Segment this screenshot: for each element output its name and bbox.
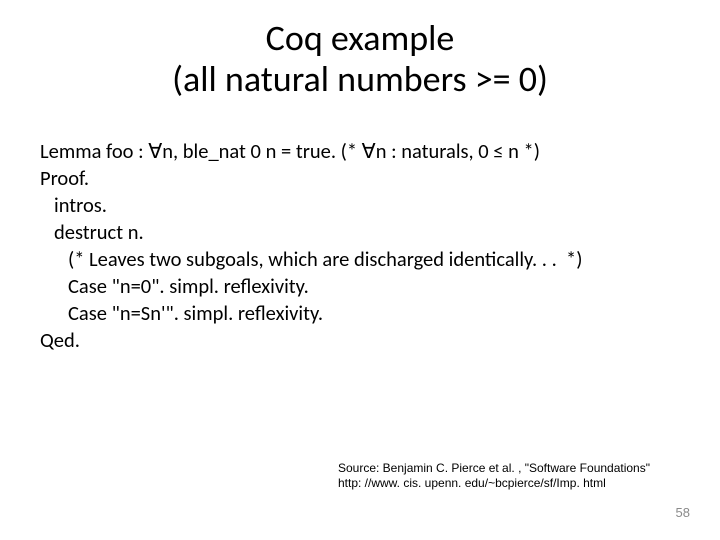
code-line: Lemma foo : ∀n, ble_nat 0 n = true. (* ∀… xyxy=(40,138,680,165)
source-citation: Source: Benjamin C. Pierce et al. , "Sof… xyxy=(338,461,650,492)
slide-title: Coq example (all natural numbers >= 0) xyxy=(0,0,720,101)
code-line: intros. xyxy=(40,192,680,219)
code-line: destruct n. xyxy=(40,219,680,246)
source-line-2: http: //www. cis. upenn. edu/~bcpierce/s… xyxy=(338,476,650,492)
source-line-1: Source: Benjamin C. Pierce et al. , "Sof… xyxy=(338,461,650,477)
code-line: Qed. xyxy=(40,327,680,354)
title-line-2: (all natural numbers >= 0) xyxy=(0,59,720,100)
page-number: 58 xyxy=(676,505,690,520)
code-line: (* Leaves two subgoals, which are discha… xyxy=(40,246,680,273)
code-line: Proof. xyxy=(40,165,680,192)
code-line: Case "n=0". simpl. reflexivity. xyxy=(40,273,680,300)
code-block: Lemma foo : ∀n, ble_nat 0 n = true. (* ∀… xyxy=(40,138,680,354)
title-line-1: Coq example xyxy=(0,18,720,59)
code-line: Case "n=Sn'". simpl. reflexivity. xyxy=(40,300,680,327)
